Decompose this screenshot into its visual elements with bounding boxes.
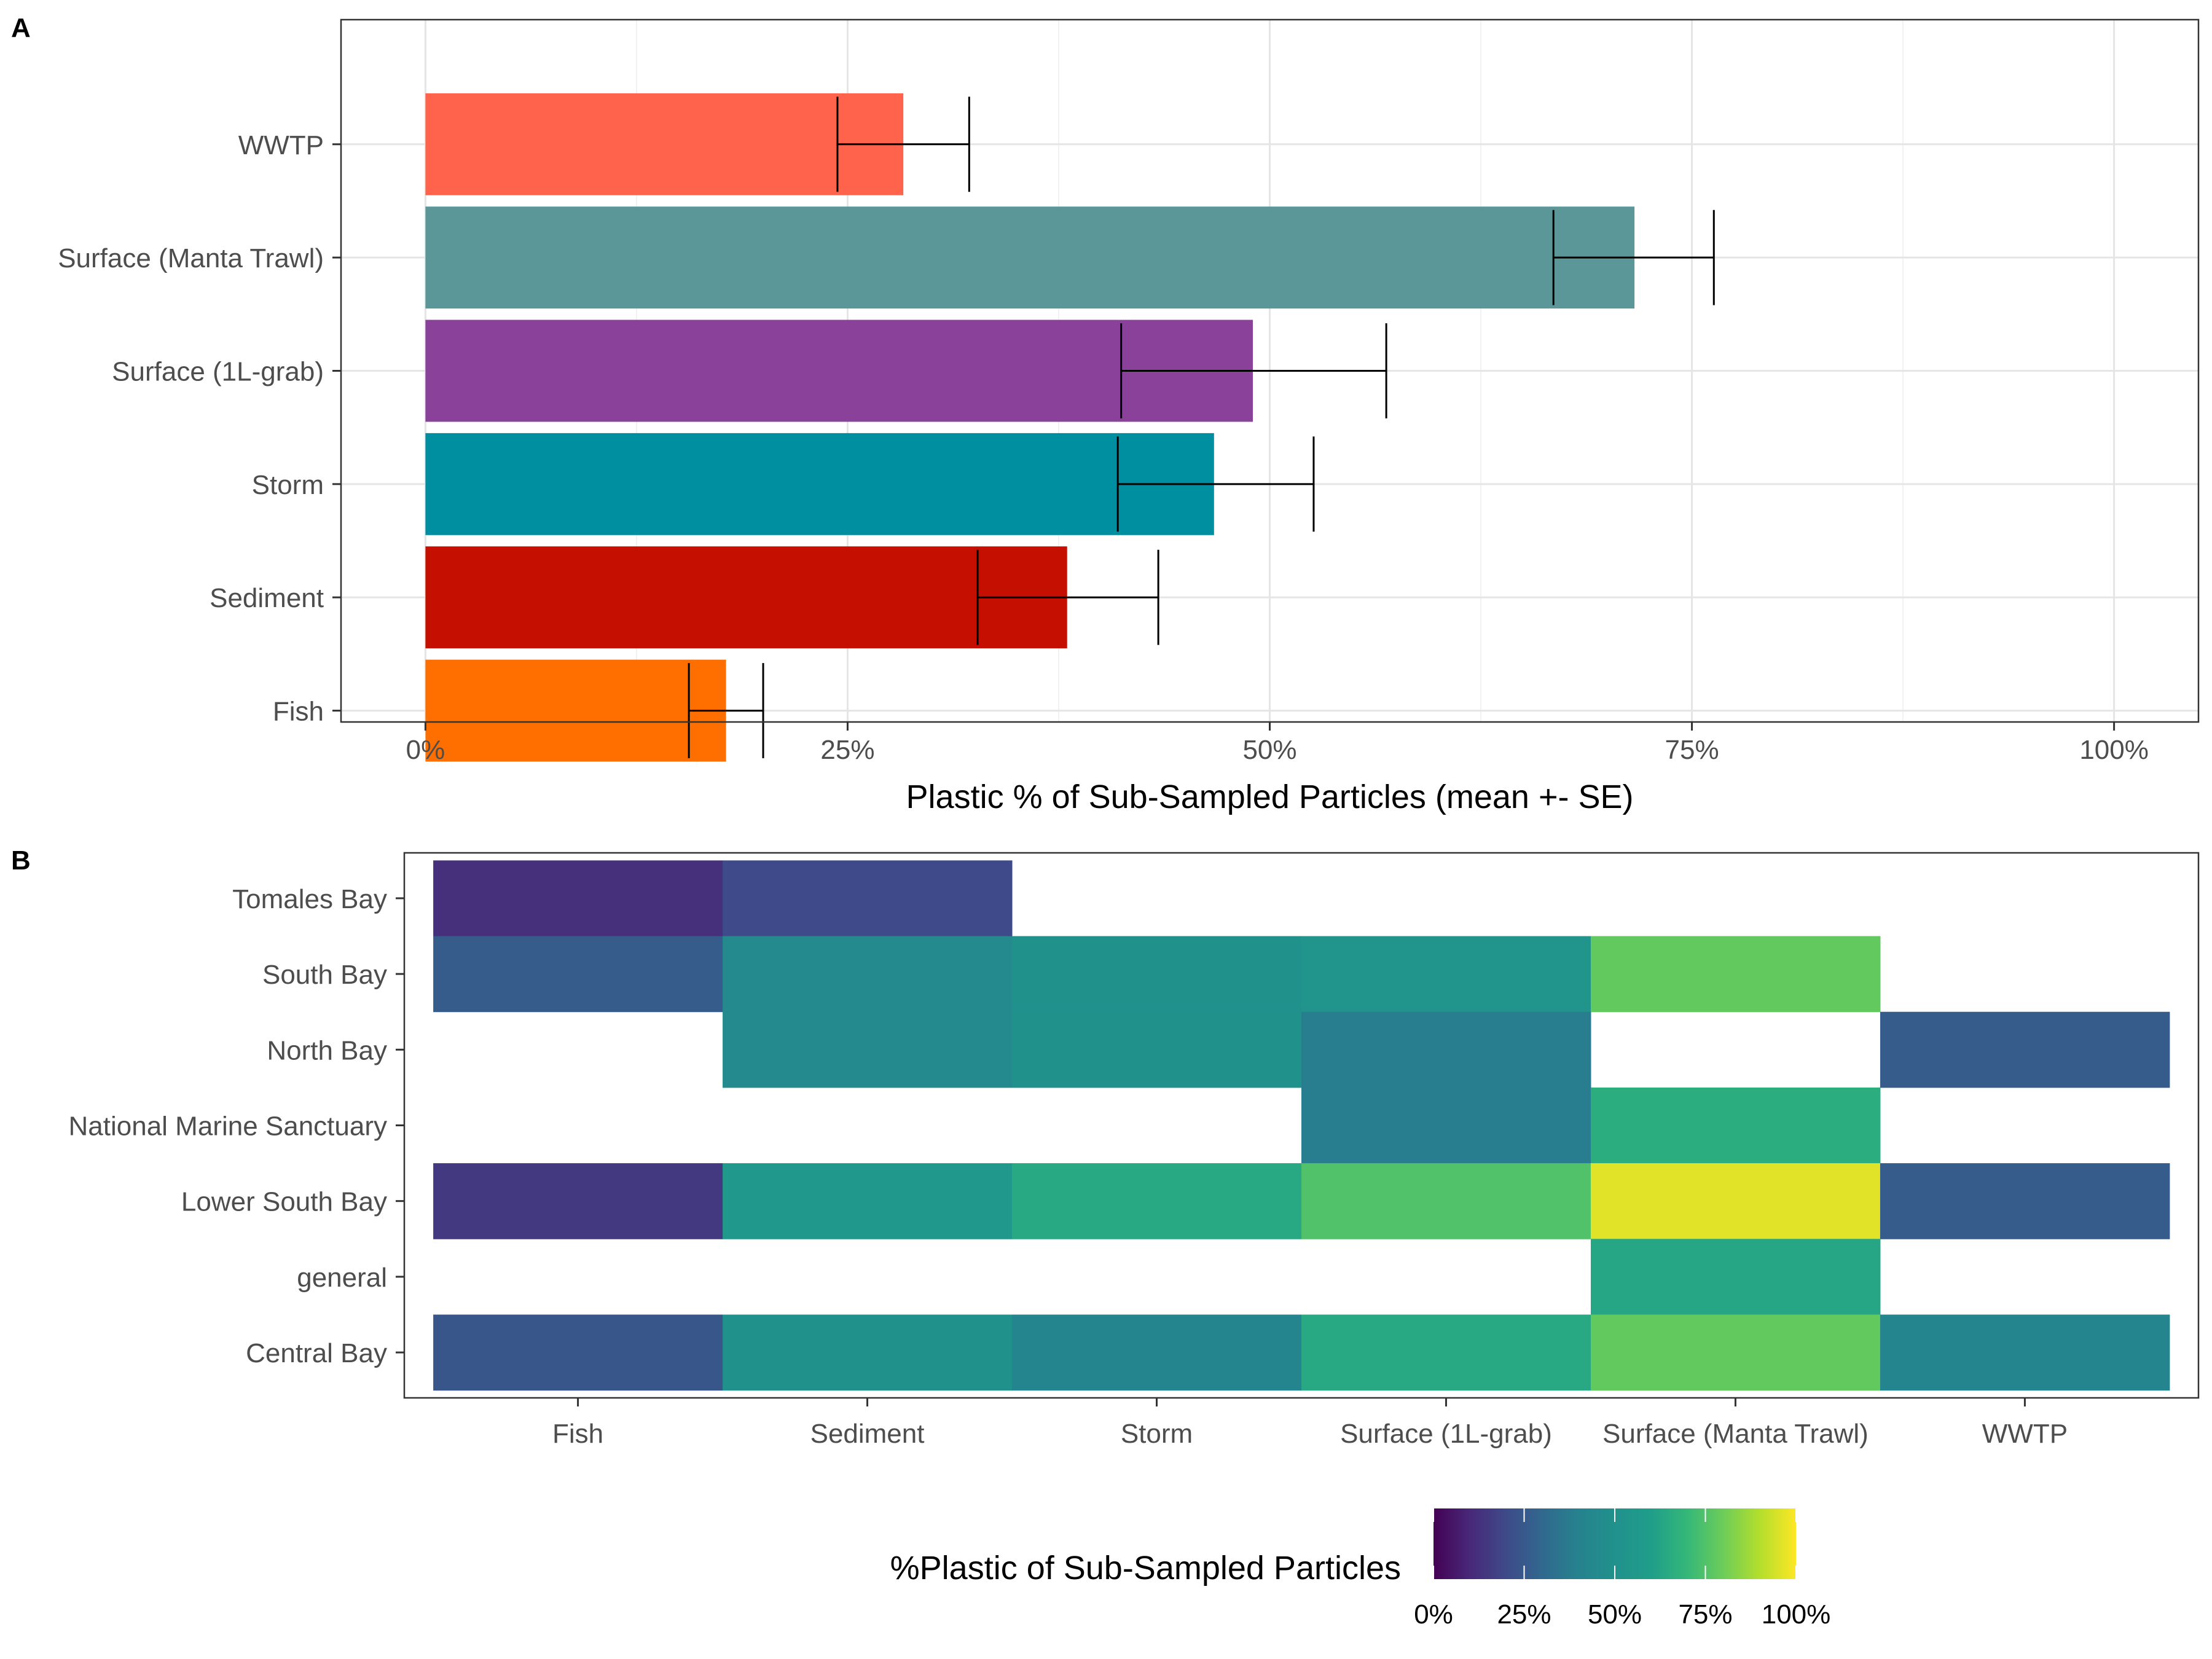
cell-central-bay-wwtp <box>1880 1314 2170 1391</box>
cell-lower-south-bay-fish <box>433 1163 723 1239</box>
y-tick-label-national-marine-sanctuary: National Marine Sanctuary <box>69 1112 387 1142</box>
cell-north-bay-sediment <box>723 1011 1013 1088</box>
panel-a-error-bars <box>688 96 1715 758</box>
cell-central-bay-storm <box>1012 1314 1302 1391</box>
cell-south-bay-surface-1l-grab <box>1301 936 1591 1013</box>
panel-b-heatmap: Tomales Bay South Bay North Bay National Ma… <box>69 852 2200 1449</box>
x-tick-label-storm: Storm <box>1121 1419 1193 1449</box>
cell-north-bay-wwtp <box>1880 1011 2170 1088</box>
x-tick-label: 75% <box>1665 735 1719 765</box>
cell-lower-south-bay-surface-manta-trawl <box>1590 1163 1881 1239</box>
legend-tick-label: 75% <box>1678 1599 1732 1630</box>
y-tick-label-surface-manta-trawl: Surface (Manta Trawl) <box>58 243 324 273</box>
cell-south-bay-fish <box>433 936 723 1013</box>
error-bar-wwtp <box>836 96 970 192</box>
y-tick-label-general: general <box>297 1263 387 1293</box>
cell-central-bay-surface-manta-trawl <box>1590 1314 1881 1391</box>
cell-north-bay-surface-1l-grab <box>1301 1011 1591 1088</box>
y-tick-label-fish: Fish <box>273 697 324 727</box>
bar-fish <box>425 659 726 762</box>
panel-a-y-axis: WWTP Surface (Manta Trawl) Surface (1L-gra… <box>58 130 341 727</box>
bar-wwtp <box>425 93 904 195</box>
cell-south-bay-storm <box>1012 936 1302 1013</box>
panel-a-x-axis: 0% 25% 50% 75% 100% <box>406 722 2149 765</box>
cell-central-bay-fish <box>433 1314 723 1391</box>
panel-a-tag: A <box>11 13 31 43</box>
x-tick-label-wwtp: WWTP <box>1982 1419 2068 1449</box>
x-tick-label: 25% <box>820 735 874 765</box>
y-tick-label-lower-south-bay: Lower South Bay <box>181 1187 387 1217</box>
y-tick-label-central-bay: Central Bay <box>246 1338 387 1368</box>
cell-north-bay-storm <box>1012 1011 1302 1088</box>
cell-south-bay-sediment <box>723 936 1013 1013</box>
x-tick-label-fish: Fish <box>552 1419 603 1449</box>
y-tick-label-south-bay: South Bay <box>262 960 387 990</box>
panel-b-cells <box>433 860 2170 1391</box>
error-bar-surface-manta-trawl <box>1552 210 1715 305</box>
cell-national-marine-sanctuary-surface-1l-grab <box>1301 1087 1591 1164</box>
x-tick-label-sediment: Sediment <box>810 1419 925 1449</box>
legend-ticks: 0% 25% 50% 75% 100% <box>1414 1508 1830 1630</box>
bar-surface-manta-trawl <box>425 206 1635 309</box>
cell-national-marine-sanctuary-surface-manta-trawl <box>1590 1087 1881 1164</box>
panel-b-x-axis: Fish Sediment Storm Surface (1L-grab) Surfac… <box>552 1398 2068 1449</box>
cell-lower-south-bay-wwtp <box>1880 1163 2170 1239</box>
error-bar-fish <box>688 663 764 758</box>
panel-b-y-axis: Tomales Bay South Bay North Bay National Ma… <box>69 884 404 1368</box>
cell-lower-south-bay-surface-1l-grab <box>1301 1163 1591 1239</box>
y-tick-label-storm: Storm <box>252 470 324 500</box>
panel-a-bars <box>425 93 1635 762</box>
cell-general-surface-manta-trawl <box>1590 1239 1881 1315</box>
bar-storm <box>425 433 1214 535</box>
cell-lower-south-bay-storm <box>1012 1163 1302 1239</box>
panel-a-x-axis-title: Plastic % of Sub-Sampled Particles (mean… <box>906 779 1634 815</box>
colorbar-legend: %Plastic of Sub-Sampled Particles 0% 25% 5… <box>890 1508 1830 1630</box>
legend-tick-label: 25% <box>1497 1599 1551 1630</box>
legend-tick-label: 50% <box>1588 1599 1642 1630</box>
y-tick-label-wwtp: WWTP <box>238 130 324 160</box>
error-bar-sediment <box>976 549 1159 645</box>
cell-central-bay-sediment <box>723 1314 1013 1391</box>
panel-b-tag: B <box>11 845 31 876</box>
cell-south-bay-surface-manta-trawl <box>1590 936 1881 1013</box>
y-tick-label-north-bay: North Bay <box>267 1035 387 1065</box>
x-tick-label: 50% <box>1242 735 1296 765</box>
bar-surface-1l-grab <box>425 320 1253 422</box>
x-tick-label-surface-manta-trawl: Surface (Manta Trawl) <box>1602 1419 1869 1449</box>
y-tick-label-tomales-bay: Tomales Bay <box>232 884 387 914</box>
error-bar-surface-1l-grab <box>1120 323 1387 418</box>
panel-a-bar-chart: WWTP Surface (Manta Trawl) Surface (1L-gra… <box>58 18 2200 815</box>
y-tick-label-surface-1l-grab: Surface (1L-grab) <box>112 357 324 387</box>
bar-sediment <box>425 546 1067 649</box>
legend-tick-label: 100% <box>1762 1599 1831 1630</box>
cell-central-bay-surface-1l-grab <box>1301 1314 1591 1391</box>
x-tick-label: 0% <box>406 735 445 765</box>
x-tick-label: 100% <box>2079 735 2149 765</box>
error-bar-storm <box>1116 436 1315 532</box>
legend-title: %Plastic of Sub-Sampled Particles <box>890 1550 1401 1586</box>
y-tick-label-sediment: Sediment <box>210 583 324 613</box>
cell-tomales-bay-fish <box>433 860 723 937</box>
cell-lower-south-bay-sediment <box>723 1163 1013 1239</box>
cell-tomales-bay-sediment <box>723 860 1013 937</box>
x-tick-label-surface-1l-grab: Surface (1L-grab) <box>1340 1419 1552 1449</box>
legend-tick-label: 0% <box>1414 1599 1453 1630</box>
